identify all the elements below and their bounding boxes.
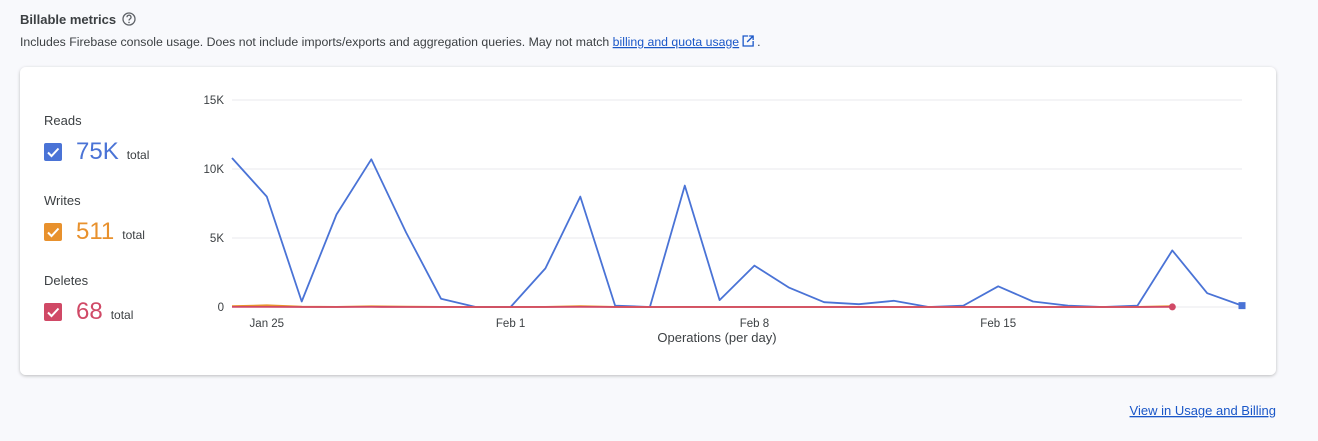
end-marker: [1238, 302, 1246, 310]
checkbox-box: [44, 223, 62, 241]
legend-label: Reads: [44, 113, 82, 128]
checkbox-box: [44, 143, 62, 161]
y-tick-label: 15K: [204, 95, 225, 107]
usage-billing-link[interactable]: View in Usage and Billing: [1130, 403, 1276, 418]
legend-total-value: 68: [76, 298, 103, 325]
legend-checkbox[interactable]: [44, 143, 62, 161]
legend-checkbox[interactable]: [44, 223, 62, 241]
description: Includes Firebase console usage. Does no…: [20, 35, 761, 49]
y-tick-label: 10K: [204, 164, 225, 176]
chart-card: [20, 67, 1276, 375]
x-tick-label: Feb 15: [980, 318, 1016, 330]
legend-label: Writes: [44, 193, 81, 208]
billing-link[interactable]: billing and quota usage: [613, 35, 740, 49]
description-text: Includes Firebase console usage. Does no…: [20, 35, 613, 49]
legend-total-unit: total: [122, 228, 145, 242]
end-marker: [1168, 303, 1176, 311]
legend-total: 68 total: [76, 298, 133, 325]
x-tick-label: Feb 1: [496, 318, 525, 330]
y-tick-label: 0: [218, 302, 224, 314]
y-tick-label: 5K: [210, 233, 224, 245]
legend-total-unit: total: [127, 148, 150, 162]
checkbox-box: [44, 303, 62, 321]
external-link-icon[interactable]: [742, 35, 754, 47]
legend-label: Deletes: [44, 273, 89, 288]
legend-checkbox[interactable]: [44, 303, 62, 321]
x-axis-label: Operations (per day): [657, 330, 776, 345]
legend-total: 75K total: [76, 138, 149, 165]
x-tick-label: Feb 8: [740, 318, 769, 330]
legend-total: 511 total: [76, 218, 145, 245]
section-title: Billable metrics: [20, 12, 116, 27]
checkbox-check: [47, 227, 60, 238]
help-icon[interactable]: [122, 12, 136, 26]
series-line: [231, 157, 1243, 308]
description-end: .: [757, 35, 760, 49]
legend-total-value: 75K: [76, 138, 119, 165]
legend-total-unit: total: [111, 308, 134, 322]
checkbox-check: [47, 307, 60, 318]
checkbox-check: [47, 147, 60, 158]
legend-total-value: 511: [76, 218, 114, 245]
x-tick-label: Jan 25: [250, 318, 285, 330]
